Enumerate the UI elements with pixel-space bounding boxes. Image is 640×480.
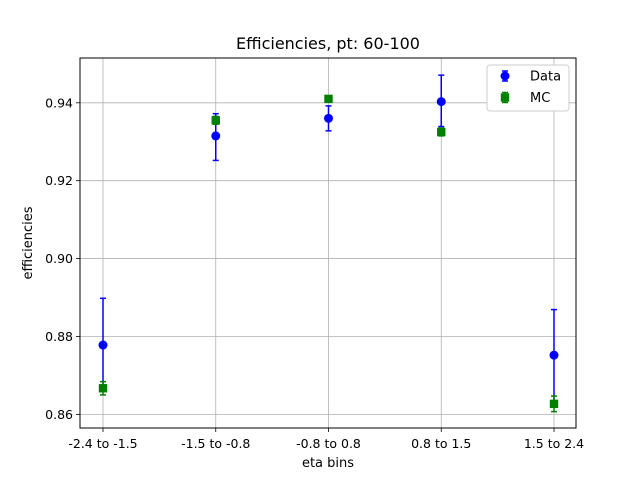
data-point-data [211,131,221,141]
legend-marker-mc [500,93,510,102]
data-point-mc [437,127,446,137]
x-tick-label: 1.5 to 2.4 [524,436,584,451]
y-tick-label: 0.90 [45,251,73,266]
x-tick-label: -0.8 to 0.8 [296,436,361,451]
y-tick-label: 0.88 [45,329,73,344]
legend-item-data: Data [500,70,561,85]
x-axis-label: eta bins [302,456,354,471]
y-tick-label: 0.92 [45,173,73,188]
legend-label: Data [530,70,561,85]
series-layer [98,74,559,413]
y-tick-label: 0.86 [45,407,73,422]
data-point-data [324,113,333,123]
series-data [98,74,559,404]
x-tick-label: -2.4 to -1.5 [68,436,137,451]
y-tick-label: 0.94 [45,95,73,110]
y-axis-label: efficiencies [21,206,36,279]
series-mc [98,94,559,413]
data-point-data [549,350,559,360]
plot-frame [79,57,577,429]
x-tick-label: -1.5 to -0.8 [181,436,250,451]
x-tick-label: 0.8 to 1.5 [411,436,471,451]
legend: Data MC [486,64,570,112]
data-point-mc [98,384,108,393]
data-point-mc [211,116,220,125]
data-point-data [436,97,446,107]
legend-items: Data MC [500,70,561,106]
y-axis: 0.86 0.88 0.90 0.92 0.94 [45,95,80,422]
legend-marker-data [500,71,510,81]
legend-item-mc: MC [500,91,550,106]
data-point-mc [324,94,333,104]
data-point-data [98,340,108,350]
data-point-mc [549,399,559,409]
legend-label: MC [530,91,550,106]
x-axis: -2.4 to -1.5 -1.5 to -0.8 -0.8 to 0.8 0.8 t… [68,428,584,451]
chart-title: Efficiencies, pt: 60-100 [236,34,420,53]
